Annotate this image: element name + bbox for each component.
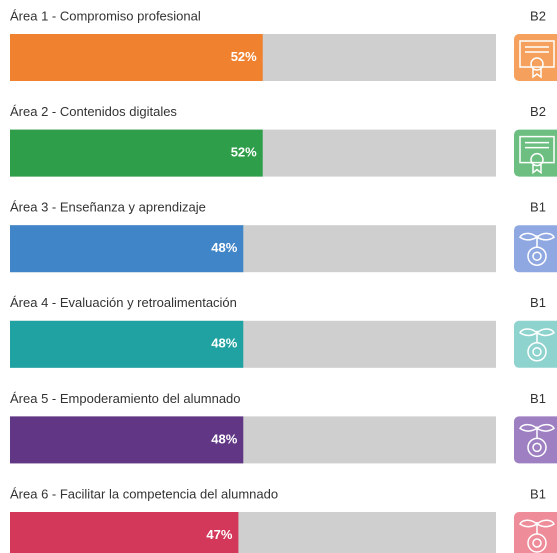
level-label: B1 <box>530 295 546 310</box>
level-label: B2 <box>530 104 546 119</box>
bar-fill <box>10 320 244 368</box>
area-row: Área 5 - Empoderamiento del alumnado 48% B… <box>10 391 557 464</box>
bar-fill <box>10 512 239 553</box>
area-label: Área 6 - Facilitar la competencia del al… <box>10 486 278 501</box>
gear-hub <box>532 442 542 453</box>
gear-hub <box>532 347 542 357</box>
area-row: Área 2 - Contenidos digitales 52% B2 <box>10 104 557 177</box>
bar-value-label: 52% <box>231 49 257 64</box>
certificate-ribbon <box>532 69 542 79</box>
gear-icon <box>527 246 547 266</box>
gear-hub <box>532 538 542 548</box>
certificate-seal <box>530 57 544 71</box>
level-label: B2 <box>530 8 546 23</box>
certificate-seal <box>530 152 544 167</box>
bar-fill <box>10 34 263 81</box>
bar-fill <box>10 129 263 177</box>
plant-icon <box>519 232 555 248</box>
gear-icon <box>527 437 547 458</box>
bar-value-label: 47% <box>206 527 232 542</box>
level-label: B1 <box>530 200 546 215</box>
bar-fill <box>10 225 244 273</box>
level-label: B1 <box>530 391 546 406</box>
certificate-icon <box>519 40 555 68</box>
area-label: Área 1 - Compromiso profesional <box>10 8 201 23</box>
bar-fill <box>10 416 244 464</box>
level-icon-bg <box>514 225 557 273</box>
bar-value-label: 48% <box>211 431 237 446</box>
area-label: Área 3 - Enseñanza y aprendizaje <box>10 200 206 215</box>
certificate-icon <box>519 135 555 164</box>
area-row: Área 3 - Enseñanza y aprendizaje 48% B1 <box>10 200 557 273</box>
plant-icon <box>519 328 555 343</box>
bar-value-label: 52% <box>231 145 257 160</box>
area-label: Área 5 - Empoderamiento del alumnado <box>10 391 241 406</box>
plant-icon <box>519 423 555 439</box>
level-label: B1 <box>530 486 546 501</box>
gear-hub <box>532 251 542 261</box>
bar-value-label: 48% <box>211 336 237 351</box>
certificate-ribbon <box>532 164 542 175</box>
level-icon-bg <box>514 320 557 368</box>
bar-value-label: 48% <box>211 240 237 255</box>
gear-icon <box>527 533 547 553</box>
level-icon-bg <box>514 416 557 464</box>
area-row: Área 4 - Evaluación y retroalimentación 4… <box>10 295 557 368</box>
plant-icon <box>519 519 555 534</box>
area-label: Área 2 - Contenidos digitales <box>10 104 177 119</box>
area-label: Área 4 - Evaluación y retroalimentación <box>10 295 237 310</box>
area-row: Área 1 - Compromiso profesional 52% B2 <box>10 8 557 81</box>
area-row: Área 6 - Facilitar la competencia del al… <box>10 486 557 553</box>
gear-icon <box>527 342 547 362</box>
